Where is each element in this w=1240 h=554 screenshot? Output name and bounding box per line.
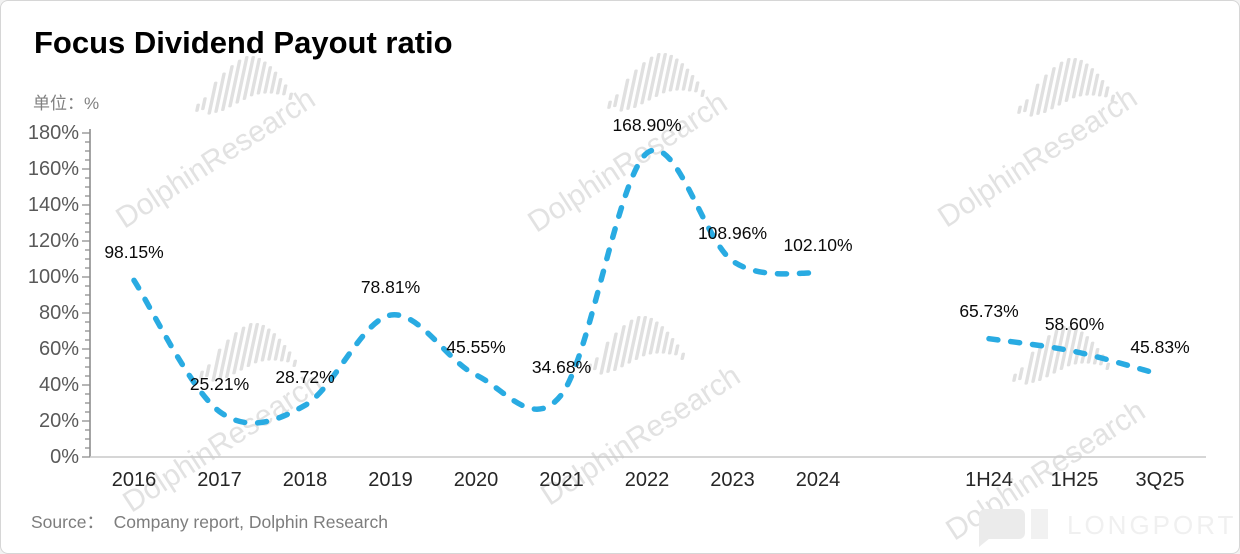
unit-label: 单位：% bbox=[33, 94, 100, 113]
source-note: Source： Company report, Dolphin Research bbox=[31, 512, 388, 532]
page-title: Focus Dividend Payout ratio bbox=[34, 25, 453, 60]
axes bbox=[82, 129, 1206, 458]
series-line bbox=[131, 147, 821, 426]
longport-logo-bubble-icon bbox=[979, 509, 1025, 539]
longport-logo-text: LONGPORT bbox=[1067, 510, 1237, 540]
longport-logo-square-icon bbox=[1031, 509, 1048, 539]
series-line bbox=[986, 335, 1163, 378]
longport-logo-tail-icon bbox=[979, 538, 990, 547]
